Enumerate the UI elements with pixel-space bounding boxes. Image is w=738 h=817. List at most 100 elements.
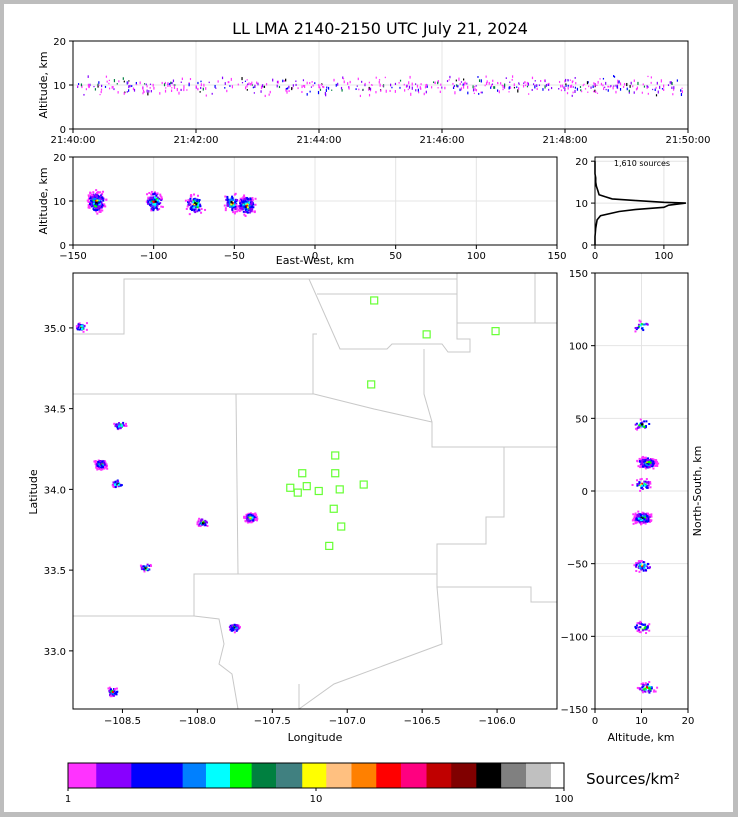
ew-height-source [155,199,158,202]
ew-height-source [193,205,196,208]
ns-height-source [649,687,652,690]
time-height-source [403,83,405,86]
colorbar-color-block [68,763,97,788]
plan-view-source [97,461,100,464]
time-height-source [113,88,115,91]
histogram-y-tick-label: 20 [575,157,588,168]
plan-view-source [244,516,247,519]
ew-height-source [239,206,242,209]
ns-height-source [647,520,650,523]
time-height-source [509,86,512,89]
ns-height-source [645,478,648,481]
plan-view-source [235,628,238,631]
plan-view-source [94,463,97,466]
ns-height-source [652,460,655,463]
ns-height-source [642,517,645,520]
ns-height-source [657,462,660,465]
ew-height-source [241,201,244,204]
plan-view-source [116,424,119,427]
time-height-source [321,85,324,88]
time-height-source [501,84,503,87]
lma-station-marker [359,480,368,489]
time-height-source [508,86,510,90]
ew-height-source [191,208,194,211]
time-height-source [452,87,455,89]
ew-height-source [104,205,107,208]
time-height-source [532,83,535,86]
ns-height-source [646,515,649,518]
ns-height-source [647,463,650,466]
ns-height-source [644,459,647,462]
ns-height-source [640,477,643,480]
time-height-source [437,80,439,83]
time-height-source [424,86,427,89]
ew-height-source [234,205,237,208]
ew-height-source [161,205,164,208]
time-height-x-tick-label: 21:44:00 [297,135,342,146]
ew-height-source [156,207,159,210]
plan-view-source [111,693,114,696]
time-height-source [104,85,107,88]
time-height-source [200,86,202,89]
plan-view-source [112,481,115,484]
ew-height-source [98,210,101,213]
plan-view-source [196,523,199,526]
ew-height-source [231,195,234,198]
ew-height-source [156,199,159,202]
time-height-source [116,83,118,85]
time-height-source [149,83,152,85]
plan-view-source [243,515,246,518]
time-height-source [311,81,313,83]
time-height-source [524,81,526,84]
time-height-source [123,80,125,83]
ew-height-source [188,204,191,207]
time-height-source [671,86,673,90]
plan-view-source [103,465,106,468]
time-height-source [619,88,622,91]
plan-view-source [80,327,83,330]
ew-height-source [192,201,195,204]
ew-height-source [103,205,106,208]
time-height-source [671,82,673,85]
plan-view-source [120,424,123,427]
ew-height-source [87,206,90,209]
ew-height-source [239,209,242,212]
time-height-source [538,84,541,86]
plan-view-source [109,693,112,696]
ew-height-source [242,199,245,202]
ns-height-source [650,459,653,462]
ns-height-source [640,516,643,519]
ew-height-source [95,207,98,210]
ew-height-source [186,205,189,208]
ew-height-source [96,194,99,197]
ns-height-source [638,425,641,428]
time-height-y-tick-label: 0 [60,125,66,136]
plan-view-source [113,692,116,695]
time-height-source [197,81,199,85]
ew-height-source [230,205,233,208]
plan-view-source [110,695,113,698]
time-height-source [500,82,502,85]
ns-height-source [641,623,644,626]
plan-view-source [109,695,112,698]
ns-height-source [642,323,645,326]
time-height-source [486,80,488,84]
ns-height-source [641,425,644,428]
time-height-source [152,83,154,87]
time-height-source [670,81,672,85]
time-height-source [269,90,271,94]
ew-height-source [99,203,102,206]
plan-view-source [111,692,114,695]
plan-view-x-tick-label: −107.5 [254,716,291,727]
time-height-source [126,81,128,85]
time-height-source [292,84,294,87]
time-height-source [567,87,569,90]
ns-height-source [642,682,645,685]
plan-view-source [229,628,232,631]
time-height-source [618,80,620,83]
plan-view-source [250,521,253,524]
ew-height-source [156,208,159,211]
ew-height-source [243,205,246,208]
ew-height-source [93,204,96,207]
time-height-source [593,82,595,85]
